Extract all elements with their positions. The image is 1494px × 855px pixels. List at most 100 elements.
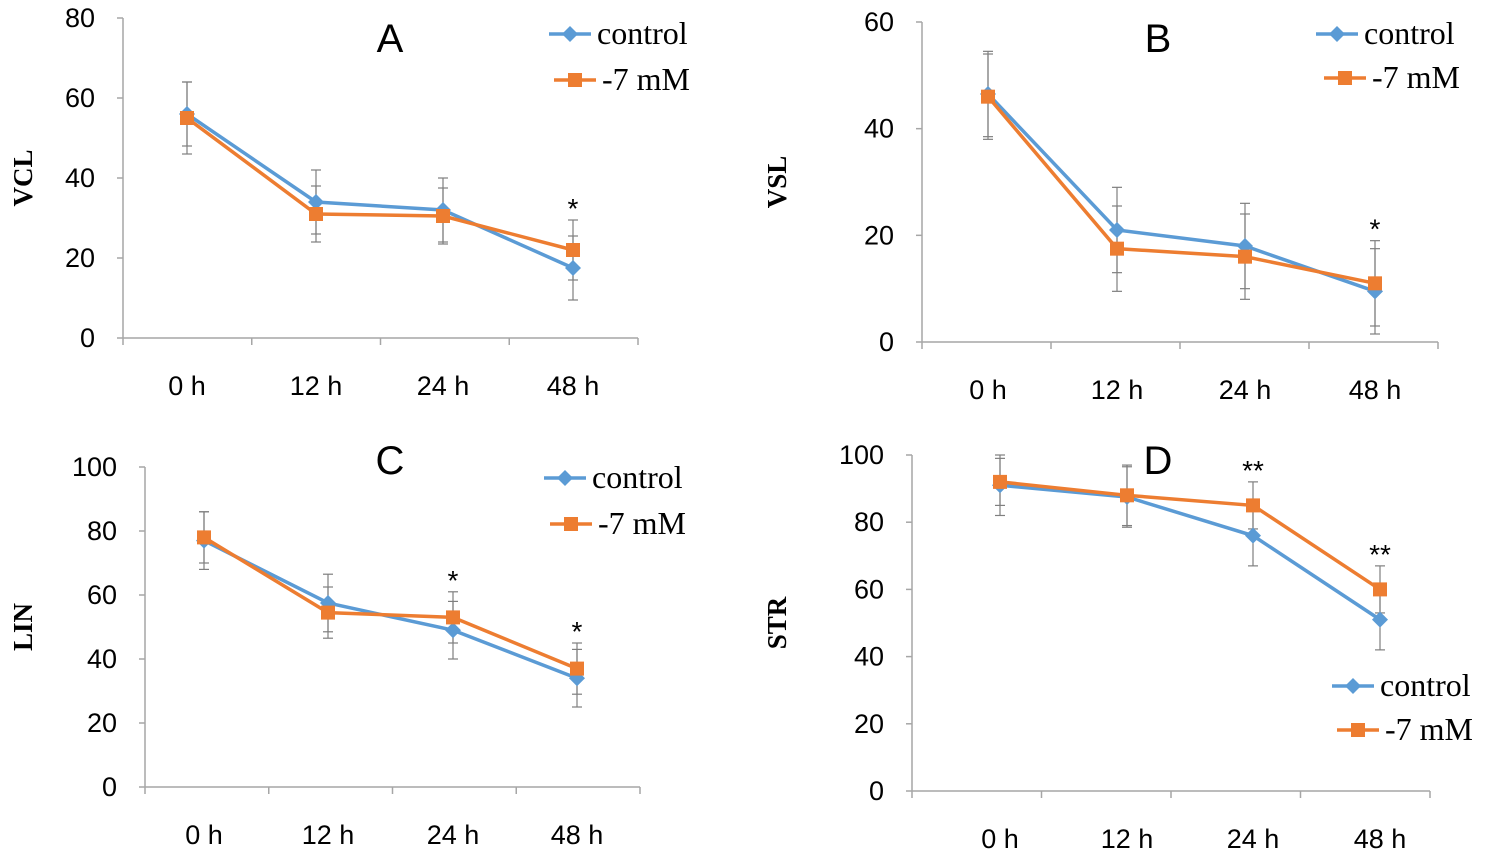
- y-axis-title: VSL: [762, 156, 792, 209]
- significance-marker: *: [448, 565, 459, 596]
- legend-item-control: control: [544, 459, 683, 495]
- legend-item-control: control: [1332, 667, 1471, 703]
- x-tick-label: 0 h: [168, 371, 206, 401]
- data-point-treatment: [1120, 488, 1134, 503]
- data-point-control: [565, 260, 581, 276]
- legend-label: -7 mM: [602, 61, 690, 97]
- legend-label: control: [1380, 667, 1471, 703]
- legend-item-control: control: [1316, 15, 1455, 51]
- legend-item-treatment: -7 mM: [1337, 711, 1473, 747]
- panel-label: B: [1145, 17, 1172, 61]
- x-tick-label: 12 h: [1091, 375, 1144, 405]
- chart-panel-a: 0 20 40 60 80 0 h 12 h 24 h 48 h VCL A * control -7 m…: [8, 3, 690, 401]
- chart-panel-b: 0 20 40 60 0 h 12 h 24 h 48 h VSL B * control -7 mM: [762, 7, 1460, 405]
- legend-marker: [1338, 71, 1352, 85]
- series-line-control: [186, 112, 574, 270]
- legend-label: -7 mM: [1372, 59, 1460, 95]
- x-tick-label: 0 h: [185, 820, 223, 850]
- data-point-treatment: [1246, 498, 1260, 513]
- y-tick-label: 40: [864, 114, 894, 144]
- y-tick-label: 20: [864, 220, 894, 250]
- y-tick-label: 20: [87, 708, 117, 738]
- data-point-control: [1109, 222, 1125, 238]
- x-tick-label: 48 h: [1349, 375, 1402, 405]
- x-tick-label: 0 h: [969, 375, 1007, 405]
- data-point-treatment: [993, 474, 1007, 489]
- series-line-treatment: [999, 480, 1381, 591]
- y-tick-label: 60: [854, 574, 884, 604]
- y-tick-label: 80: [854, 507, 884, 537]
- y-tick-label: 40: [65, 163, 95, 193]
- data-point-treatment: [321, 605, 335, 620]
- legend-item-treatment: -7 mM: [554, 61, 690, 97]
- panel-label: D: [1144, 439, 1173, 483]
- y-tick-label: 0: [80, 323, 95, 353]
- legend-label: -7 mM: [1385, 711, 1473, 747]
- y-tick-label: 60: [87, 580, 117, 610]
- y-tick-label: 80: [87, 516, 117, 546]
- legend-label: -7 mM: [598, 505, 686, 541]
- x-tick-label: 0 h: [981, 824, 1019, 854]
- y-tick-label: 60: [864, 7, 894, 37]
- x-tick-label: 12 h: [302, 820, 355, 850]
- significance-marker: **: [1369, 539, 1391, 570]
- panel-label: C: [376, 439, 405, 483]
- chart-panel-c: 0 20 40 60 80 100 0 h 12 h 24 h 48 h LIN C * * control…: [8, 439, 686, 850]
- y-tick-label: 40: [87, 644, 117, 674]
- y-tick-label: 0: [879, 327, 894, 357]
- x-tick-label: 24 h: [417, 371, 470, 401]
- series-line-control: [203, 539, 578, 680]
- x-tick-label: 12 h: [1101, 824, 1154, 854]
- data-point-treatment: [197, 530, 211, 545]
- legend-marker: [562, 26, 578, 42]
- y-tick-label: 0: [869, 776, 884, 806]
- y-axis-title: VCL: [8, 149, 38, 206]
- significance-marker: *: [572, 616, 583, 647]
- y-tick-label: 0: [102, 772, 117, 802]
- y-tick-label: 80: [65, 3, 95, 33]
- legend-label: control: [1364, 15, 1455, 51]
- data-point-control: [308, 194, 324, 210]
- panel-label: A: [377, 17, 404, 61]
- data-point-treatment: [1373, 582, 1387, 597]
- significance-marker: *: [1370, 214, 1381, 245]
- data-point-treatment: [981, 89, 995, 104]
- chart-panel-d: 0 20 40 60 80 100 0 h 12 h 24 h 48 h STR D ** ** contr…: [762, 439, 1473, 854]
- legend-item-treatment: -7 mM: [550, 505, 686, 541]
- x-tick-label: 48 h: [547, 371, 600, 401]
- data-point-treatment: [436, 209, 450, 223]
- series-line-control: [986, 92, 1376, 293]
- legend-marker: [1351, 723, 1365, 737]
- y-tick-label: 100: [839, 440, 884, 470]
- data-point-treatment: [570, 661, 584, 676]
- x-tick-label: 24 h: [1219, 375, 1272, 405]
- data-point-control: [1372, 611, 1388, 628]
- legend-marker: [568, 73, 582, 87]
- significance-marker: *: [568, 193, 579, 224]
- x-tick-label: 12 h: [290, 371, 343, 401]
- x-tick-label: 24 h: [1227, 824, 1280, 854]
- y-tick-label: 20: [854, 709, 884, 739]
- data-point-treatment: [180, 111, 194, 125]
- y-axis-title: STR: [762, 596, 792, 649]
- y-tick-label: 40: [854, 642, 884, 672]
- data-point-treatment: [1110, 241, 1124, 256]
- legend-item-control: control: [549, 15, 688, 51]
- y-tick-label: 100: [72, 452, 117, 482]
- series-line-treatment: [185, 116, 574, 252]
- series-line-treatment: [203, 535, 578, 671]
- data-point-control: [445, 622, 461, 639]
- legend-marker: [1329, 26, 1345, 42]
- data-point-treatment: [1238, 249, 1252, 264]
- legend-marker: [1345, 678, 1361, 694]
- legend-marker: [557, 470, 573, 486]
- series-line-treatment: [986, 95, 1376, 286]
- legend-marker: [564, 517, 578, 531]
- data-point-control: [1245, 527, 1261, 544]
- significance-marker: **: [1242, 455, 1264, 486]
- y-tick-label: 20: [65, 243, 95, 273]
- data-point-treatment: [1368, 276, 1382, 291]
- y-axis-title: LIN: [8, 602, 38, 651]
- x-tick-label: 48 h: [1354, 824, 1407, 854]
